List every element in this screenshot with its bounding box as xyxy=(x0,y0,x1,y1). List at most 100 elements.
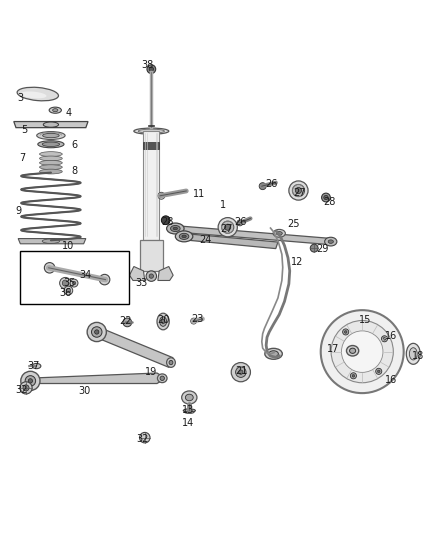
Circle shape xyxy=(147,65,155,74)
Text: 25: 25 xyxy=(287,219,300,229)
Ellipse shape xyxy=(406,343,420,364)
Ellipse shape xyxy=(157,374,167,383)
Ellipse shape xyxy=(166,223,184,234)
Text: 12: 12 xyxy=(291,257,304,267)
Ellipse shape xyxy=(32,364,41,369)
Circle shape xyxy=(161,216,170,224)
Ellipse shape xyxy=(161,319,165,324)
Ellipse shape xyxy=(39,160,62,165)
Text: 16: 16 xyxy=(385,375,398,385)
Circle shape xyxy=(92,327,102,337)
Circle shape xyxy=(64,286,73,295)
Text: 27: 27 xyxy=(221,224,233,234)
Circle shape xyxy=(123,318,132,327)
Ellipse shape xyxy=(39,152,62,157)
Ellipse shape xyxy=(160,376,164,381)
Polygon shape xyxy=(158,266,173,280)
Circle shape xyxy=(95,330,99,334)
Text: 32: 32 xyxy=(136,434,149,444)
Ellipse shape xyxy=(185,394,193,401)
Circle shape xyxy=(231,362,251,382)
Circle shape xyxy=(383,337,386,340)
Ellipse shape xyxy=(159,317,166,326)
Circle shape xyxy=(343,329,349,335)
Circle shape xyxy=(222,221,234,233)
Circle shape xyxy=(140,432,150,443)
Circle shape xyxy=(321,193,330,202)
Circle shape xyxy=(344,330,347,333)
Text: 29: 29 xyxy=(317,244,329,254)
Circle shape xyxy=(218,217,237,237)
Polygon shape xyxy=(14,122,88,128)
Text: 33: 33 xyxy=(135,278,148,288)
Text: 3: 3 xyxy=(17,93,23,103)
Ellipse shape xyxy=(184,411,194,414)
Polygon shape xyxy=(171,225,332,245)
Circle shape xyxy=(99,274,110,285)
Circle shape xyxy=(70,279,78,287)
Ellipse shape xyxy=(175,231,193,242)
Circle shape xyxy=(376,368,382,374)
Circle shape xyxy=(158,192,165,199)
Circle shape xyxy=(236,367,246,377)
Circle shape xyxy=(381,336,388,342)
Text: 27: 27 xyxy=(293,188,306,198)
Ellipse shape xyxy=(21,92,46,99)
Circle shape xyxy=(28,379,32,383)
Text: 17: 17 xyxy=(327,344,339,353)
Ellipse shape xyxy=(183,409,195,413)
Circle shape xyxy=(321,310,404,393)
Circle shape xyxy=(295,188,301,193)
Polygon shape xyxy=(130,266,145,280)
Circle shape xyxy=(342,331,383,373)
Text: 37: 37 xyxy=(27,361,39,371)
Polygon shape xyxy=(180,233,278,248)
Circle shape xyxy=(239,370,243,374)
Ellipse shape xyxy=(38,141,64,148)
Ellipse shape xyxy=(17,87,59,101)
Circle shape xyxy=(237,220,243,226)
Text: 14: 14 xyxy=(182,418,194,428)
Text: 18: 18 xyxy=(412,351,424,361)
Text: 34: 34 xyxy=(80,270,92,280)
Text: 9: 9 xyxy=(15,206,21,216)
Text: 22: 22 xyxy=(119,316,131,326)
Ellipse shape xyxy=(276,231,283,235)
Ellipse shape xyxy=(350,348,356,353)
Text: 13: 13 xyxy=(182,405,194,415)
Circle shape xyxy=(378,370,380,373)
Ellipse shape xyxy=(328,240,333,244)
Text: 8: 8 xyxy=(72,166,78,176)
Circle shape xyxy=(191,318,197,324)
Ellipse shape xyxy=(166,358,175,367)
Ellipse shape xyxy=(42,142,60,147)
Circle shape xyxy=(259,183,266,190)
Ellipse shape xyxy=(182,235,186,238)
Text: 30: 30 xyxy=(78,386,91,396)
Ellipse shape xyxy=(39,169,62,174)
Circle shape xyxy=(225,224,231,230)
Text: 7: 7 xyxy=(19,153,26,163)
Ellipse shape xyxy=(179,233,189,239)
Ellipse shape xyxy=(138,129,164,133)
Text: 11: 11 xyxy=(193,189,205,199)
Text: 20: 20 xyxy=(157,315,170,325)
Circle shape xyxy=(20,382,32,394)
Circle shape xyxy=(324,195,328,200)
Text: 28: 28 xyxy=(161,217,174,227)
Ellipse shape xyxy=(170,225,180,231)
Ellipse shape xyxy=(169,360,173,365)
Text: 6: 6 xyxy=(72,140,78,150)
Circle shape xyxy=(352,375,355,377)
Ellipse shape xyxy=(269,351,279,357)
Circle shape xyxy=(146,271,156,281)
Ellipse shape xyxy=(265,349,283,359)
Circle shape xyxy=(62,280,68,286)
Ellipse shape xyxy=(273,229,286,237)
Ellipse shape xyxy=(39,156,62,161)
Circle shape xyxy=(310,244,318,252)
Circle shape xyxy=(149,67,153,71)
Ellipse shape xyxy=(53,109,58,112)
Polygon shape xyxy=(95,327,173,367)
Text: 35: 35 xyxy=(64,278,76,288)
